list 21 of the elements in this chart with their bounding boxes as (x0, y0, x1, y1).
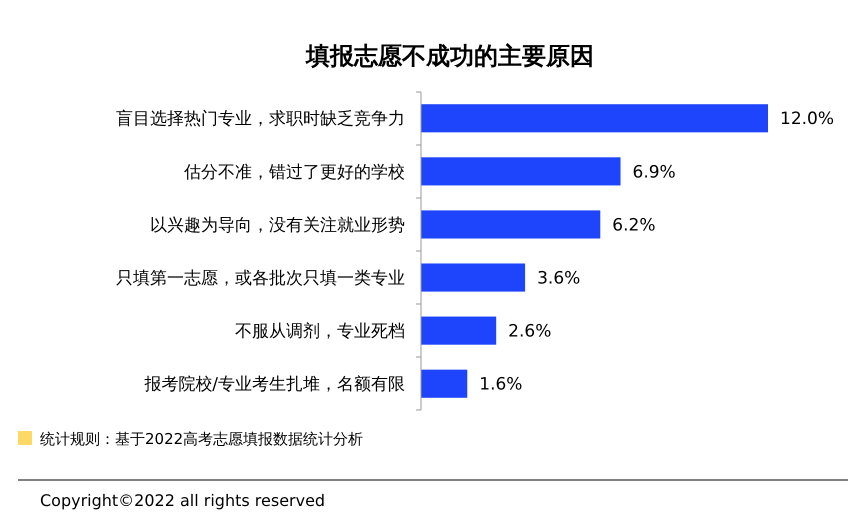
text: Copyright©2022 all rights reserved (40, 491, 326, 510)
bar (421, 210, 600, 239)
data-label: 1.6% (479, 374, 522, 395)
chart-title: 填报志愿不成功的主要原因 (305, 42, 594, 70)
bar (421, 316, 496, 345)
y-tick-label: 估分不准，错过了更好的学校 (183, 162, 405, 182)
y-tick-label: 不服从调剂，专业死档 (235, 322, 405, 342)
bar (421, 263, 526, 292)
y-tick-label: 只填第一志愿，或各批次只填一类专业 (116, 268, 405, 288)
data-label: 2.6% (508, 322, 552, 342)
y-tick-label: 报考院校/专业考生扎堆，名额有限 (143, 374, 405, 395)
text: 统计规则：基于2022高考志愿填报数据统计分析 (40, 430, 364, 448)
y-tick-label: 盲目选择热门专业，求职时缺乏竞争力 (116, 109, 405, 130)
data-label: 6.2% (612, 215, 656, 236)
bar (421, 157, 621, 186)
y-tick-label: 以兴趣为导向，没有关注就业形势 (150, 215, 405, 236)
bar (421, 370, 468, 398)
data-label: 6.9% (632, 162, 676, 182)
data-label: 3.6% (537, 268, 580, 288)
data-label: 12.0% (780, 109, 834, 130)
bar (421, 104, 768, 132)
